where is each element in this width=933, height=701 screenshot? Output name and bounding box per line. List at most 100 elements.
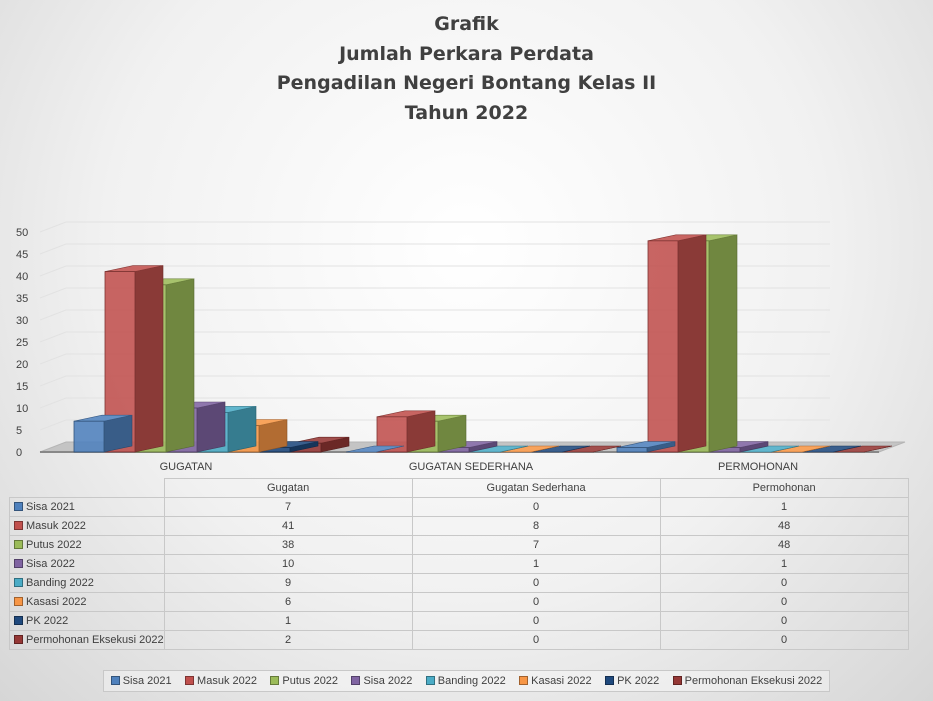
series-swatch: [14, 597, 23, 606]
table-cell: 9: [163, 573, 413, 593]
table-row-header: Permohonan Eksekusi 2022: [9, 630, 165, 650]
bar: [73, 420, 105, 453]
table-row: Masuk 2022 41 8 48: [9, 516, 909, 536]
legend-swatch: [425, 676, 435, 685]
table-row-header: Banding 2022: [9, 573, 165, 593]
table-row-header: Putus 2022: [9, 535, 165, 555]
bar: [647, 240, 679, 453]
title-line-4: Tahun 2022: [404, 101, 529, 124]
legend-item: Sisa 2021: [110, 675, 172, 687]
table-cell: 0: [659, 611, 909, 631]
x-category-label: GUGATAN SEDERHANA: [409, 461, 534, 473]
legend-item: Kasasi 2022: [519, 675, 592, 687]
gridline: [39, 419, 830, 431]
series-swatch: [14, 540, 23, 549]
table-cell: 0: [659, 592, 909, 612]
series-swatch: [14, 616, 23, 625]
series-swatch: [14, 559, 23, 568]
legend-item: Sisa 2022: [351, 675, 412, 687]
gridline: [39, 287, 830, 299]
table-row: Sisa 2021 7 0 1: [9, 497, 909, 517]
table-cell: 0: [411, 592, 661, 612]
table-cell: 48: [659, 535, 909, 555]
chart-plot: 0 5 10 15 20 25 30 35 40 45 50 GUGATAN GUGATAN SEDER…: [16, 221, 906, 473]
legend-item: Masuk 2022: [185, 675, 257, 687]
table-column-header: Gugatan Sederhana: [411, 478, 661, 498]
y-tick-label: 50: [16, 227, 28, 239]
table-cell: 0: [659, 573, 909, 593]
table-cell: 48: [659, 516, 909, 536]
table-row: Sisa 2022 10 1 1: [9, 554, 909, 574]
table-cell: 0: [411, 497, 661, 517]
legend-item: PK 2022: [605, 675, 659, 687]
table-cell: 6: [163, 592, 413, 612]
series-swatch: [14, 635, 23, 644]
bar: [616, 447, 648, 453]
table-cell: 0: [411, 611, 661, 631]
gridline: [39, 397, 830, 409]
table-column-header: Gugatan: [163, 478, 413, 498]
table-cell: 41: [163, 516, 413, 536]
bar-side: [134, 265, 164, 453]
y-tick-label: 20: [16, 359, 28, 371]
table-row: Putus 2022 38 7 48: [9, 535, 909, 555]
table-cell: 8: [411, 516, 661, 536]
table-row-header: PK 2022: [9, 611, 165, 631]
table-row-header: Sisa 2022: [9, 554, 165, 574]
legend-swatch: [351, 676, 361, 685]
table-cell: 1: [659, 497, 909, 517]
legend-item: Putus 2022: [270, 675, 338, 687]
legend-item: Permohonan Eksekusi 2022: [672, 675, 822, 687]
table-cell: 0: [411, 630, 661, 650]
bar-side: [708, 234, 738, 453]
gridline: [39, 331, 830, 343]
y-tick-label: 25: [16, 337, 28, 349]
table-row: Permohonan Eksekusi 2022 2 0 0: [9, 630, 909, 650]
gridline: [39, 353, 830, 365]
data-table: Gugatan Gugatan Sederhana Permohonan Sisa 2…: [9, 478, 909, 650]
title-line-1: Grafik: [434, 13, 499, 35]
legend-swatch: [185, 676, 195, 685]
table-column-header: Permohonan: [659, 478, 909, 498]
table-cell: 1: [411, 554, 661, 574]
y-tick-label: 0: [16, 447, 22, 459]
series-swatch: [14, 502, 23, 511]
series-swatch: [14, 521, 23, 530]
y-tick-label: 30: [16, 315, 28, 327]
table-row: Banding 2022 9 0 0: [9, 573, 909, 593]
title-line-2: Jumlah Perkara Perdata: [339, 42, 594, 65]
legend-swatch: [605, 676, 615, 685]
table-row: PK 2022 1 0 0: [9, 611, 909, 631]
legend-swatch: [519, 676, 529, 685]
table-cell: 7: [411, 535, 661, 555]
legend-item: Banding 2022: [425, 675, 506, 687]
bar-side: [677, 234, 707, 453]
table-cell: 2: [163, 630, 413, 650]
y-tick-label: 40: [16, 271, 28, 283]
table-cell: 0: [659, 630, 909, 650]
x-category-label: GUGATAN: [160, 461, 213, 473]
y-tick-label: 5: [16, 425, 22, 437]
series-swatch: [14, 578, 23, 587]
bar-side: [103, 414, 133, 453]
gridline: [39, 243, 830, 255]
table-corner: [9, 478, 165, 498]
table-row-header: Kasasi 2022: [9, 592, 165, 612]
legend-swatch: [110, 676, 120, 685]
table-row: Kasasi 2022 6 0 0: [9, 592, 909, 612]
gridline: [39, 221, 830, 233]
y-tick-label: 10: [16, 403, 28, 415]
table-cell: 7: [163, 497, 413, 517]
chart-title: Grafik Jumlah Perkara Perdata Pengadilan…: [0, 10, 933, 128]
table-cell: 0: [411, 573, 661, 593]
bar-side: [406, 410, 436, 453]
y-tick-label: 35: [16, 293, 28, 305]
x-category-label: PERMOHONAN: [718, 461, 798, 473]
table-cell: 10: [163, 554, 413, 574]
bar-side: [196, 401, 226, 453]
legend-swatch: [270, 676, 280, 685]
bar-side: [227, 406, 257, 453]
table-cell: 1: [163, 611, 413, 631]
gridline: [39, 375, 830, 387]
y-tick-label: 15: [16, 381, 28, 393]
